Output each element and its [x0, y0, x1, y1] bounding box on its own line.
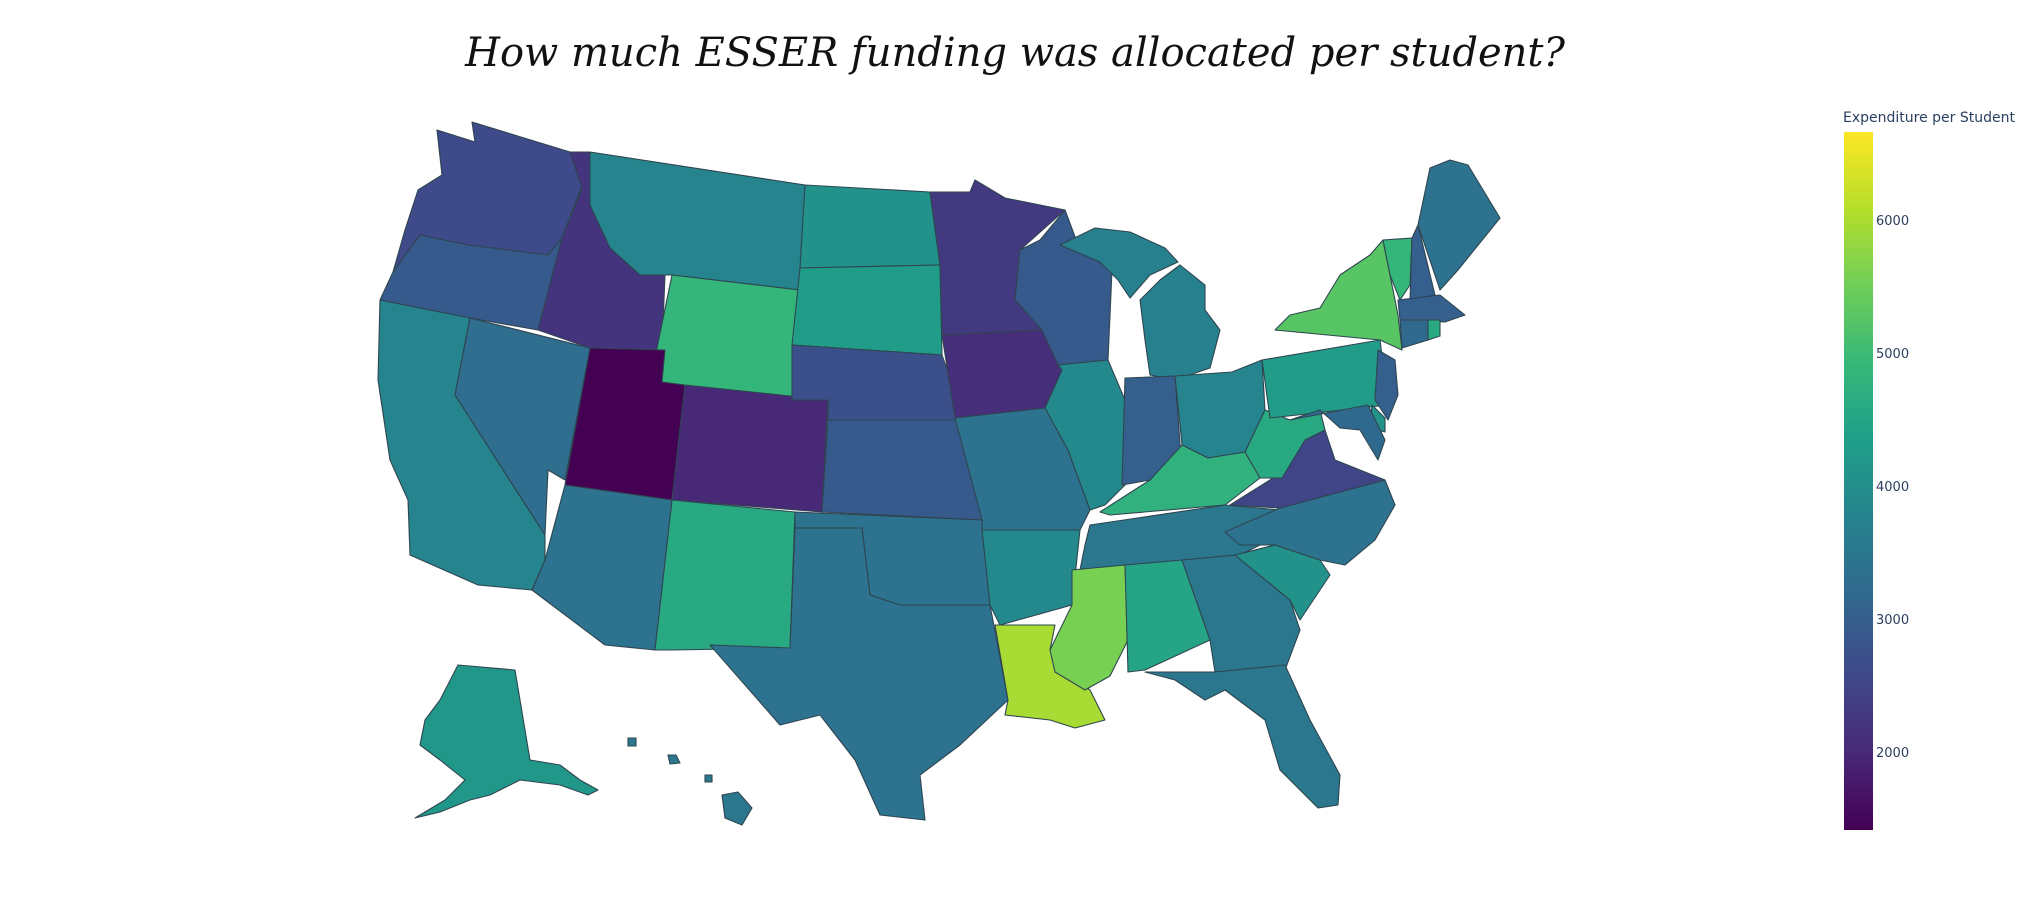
colorbar-tick-4000: 4000: [1876, 480, 1910, 495]
colorbar: [1844, 132, 1873, 830]
state-MA[interactable]: [1397, 294, 1466, 323]
state-CO[interactable]: [671, 384, 829, 513]
state-HI[interactable]: [627, 737, 753, 826]
state-ND[interactable]: [799, 184, 941, 269]
colorbar-tick-2000: 2000: [1876, 746, 1910, 761]
colorbar-tick-3000: 3000: [1876, 613, 1910, 628]
state-AK[interactable]: [414, 664, 599, 819]
state-NH[interactable]: [1409, 224, 1436, 301]
state-ME[interactable]: [1417, 159, 1501, 291]
state-AR[interactable]: [981, 529, 1081, 626]
state-NY[interactable]: [1274, 239, 1403, 351]
state-AZ[interactable]: [531, 484, 673, 651]
state-FL[interactable]: [1144, 664, 1341, 809]
state-VT[interactable]: [1382, 237, 1413, 301]
state-WI[interactable]: [1014, 209, 1113, 366]
state-IA[interactable]: [941, 329, 1063, 419]
state-MI[interactable]: [1059, 227, 1221, 381]
state-WY[interactable]: [649, 274, 801, 401]
state-LA[interactable]: [994, 624, 1106, 729]
state-NJ[interactable]: [1374, 349, 1399, 421]
state-NM[interactable]: [654, 499, 796, 651]
state-CT[interactable]: [1399, 319, 1429, 349]
colorbar-title: Expenditure per Student: [1843, 110, 2015, 126]
state-TX[interactable]: [709, 527, 1009, 821]
state-IL[interactable]: [1044, 359, 1126, 511]
state-TN[interactable]: [1079, 504, 1281, 571]
chart-title: How much ESSER funding was allocated per…: [465, 30, 1565, 76]
state-MD[interactable]: [1289, 404, 1386, 461]
state-KS[interactable]: [821, 419, 983, 521]
state-RI[interactable]: [1427, 319, 1441, 341]
colorbar-tick-5000: 5000: [1876, 347, 1910, 362]
states-layer: [377, 121, 1501, 826]
state-SD[interactable]: [791, 264, 943, 356]
colorbar-tick-6000: 6000: [1876, 214, 1910, 229]
state-AL[interactable]: [1124, 559, 1211, 673]
